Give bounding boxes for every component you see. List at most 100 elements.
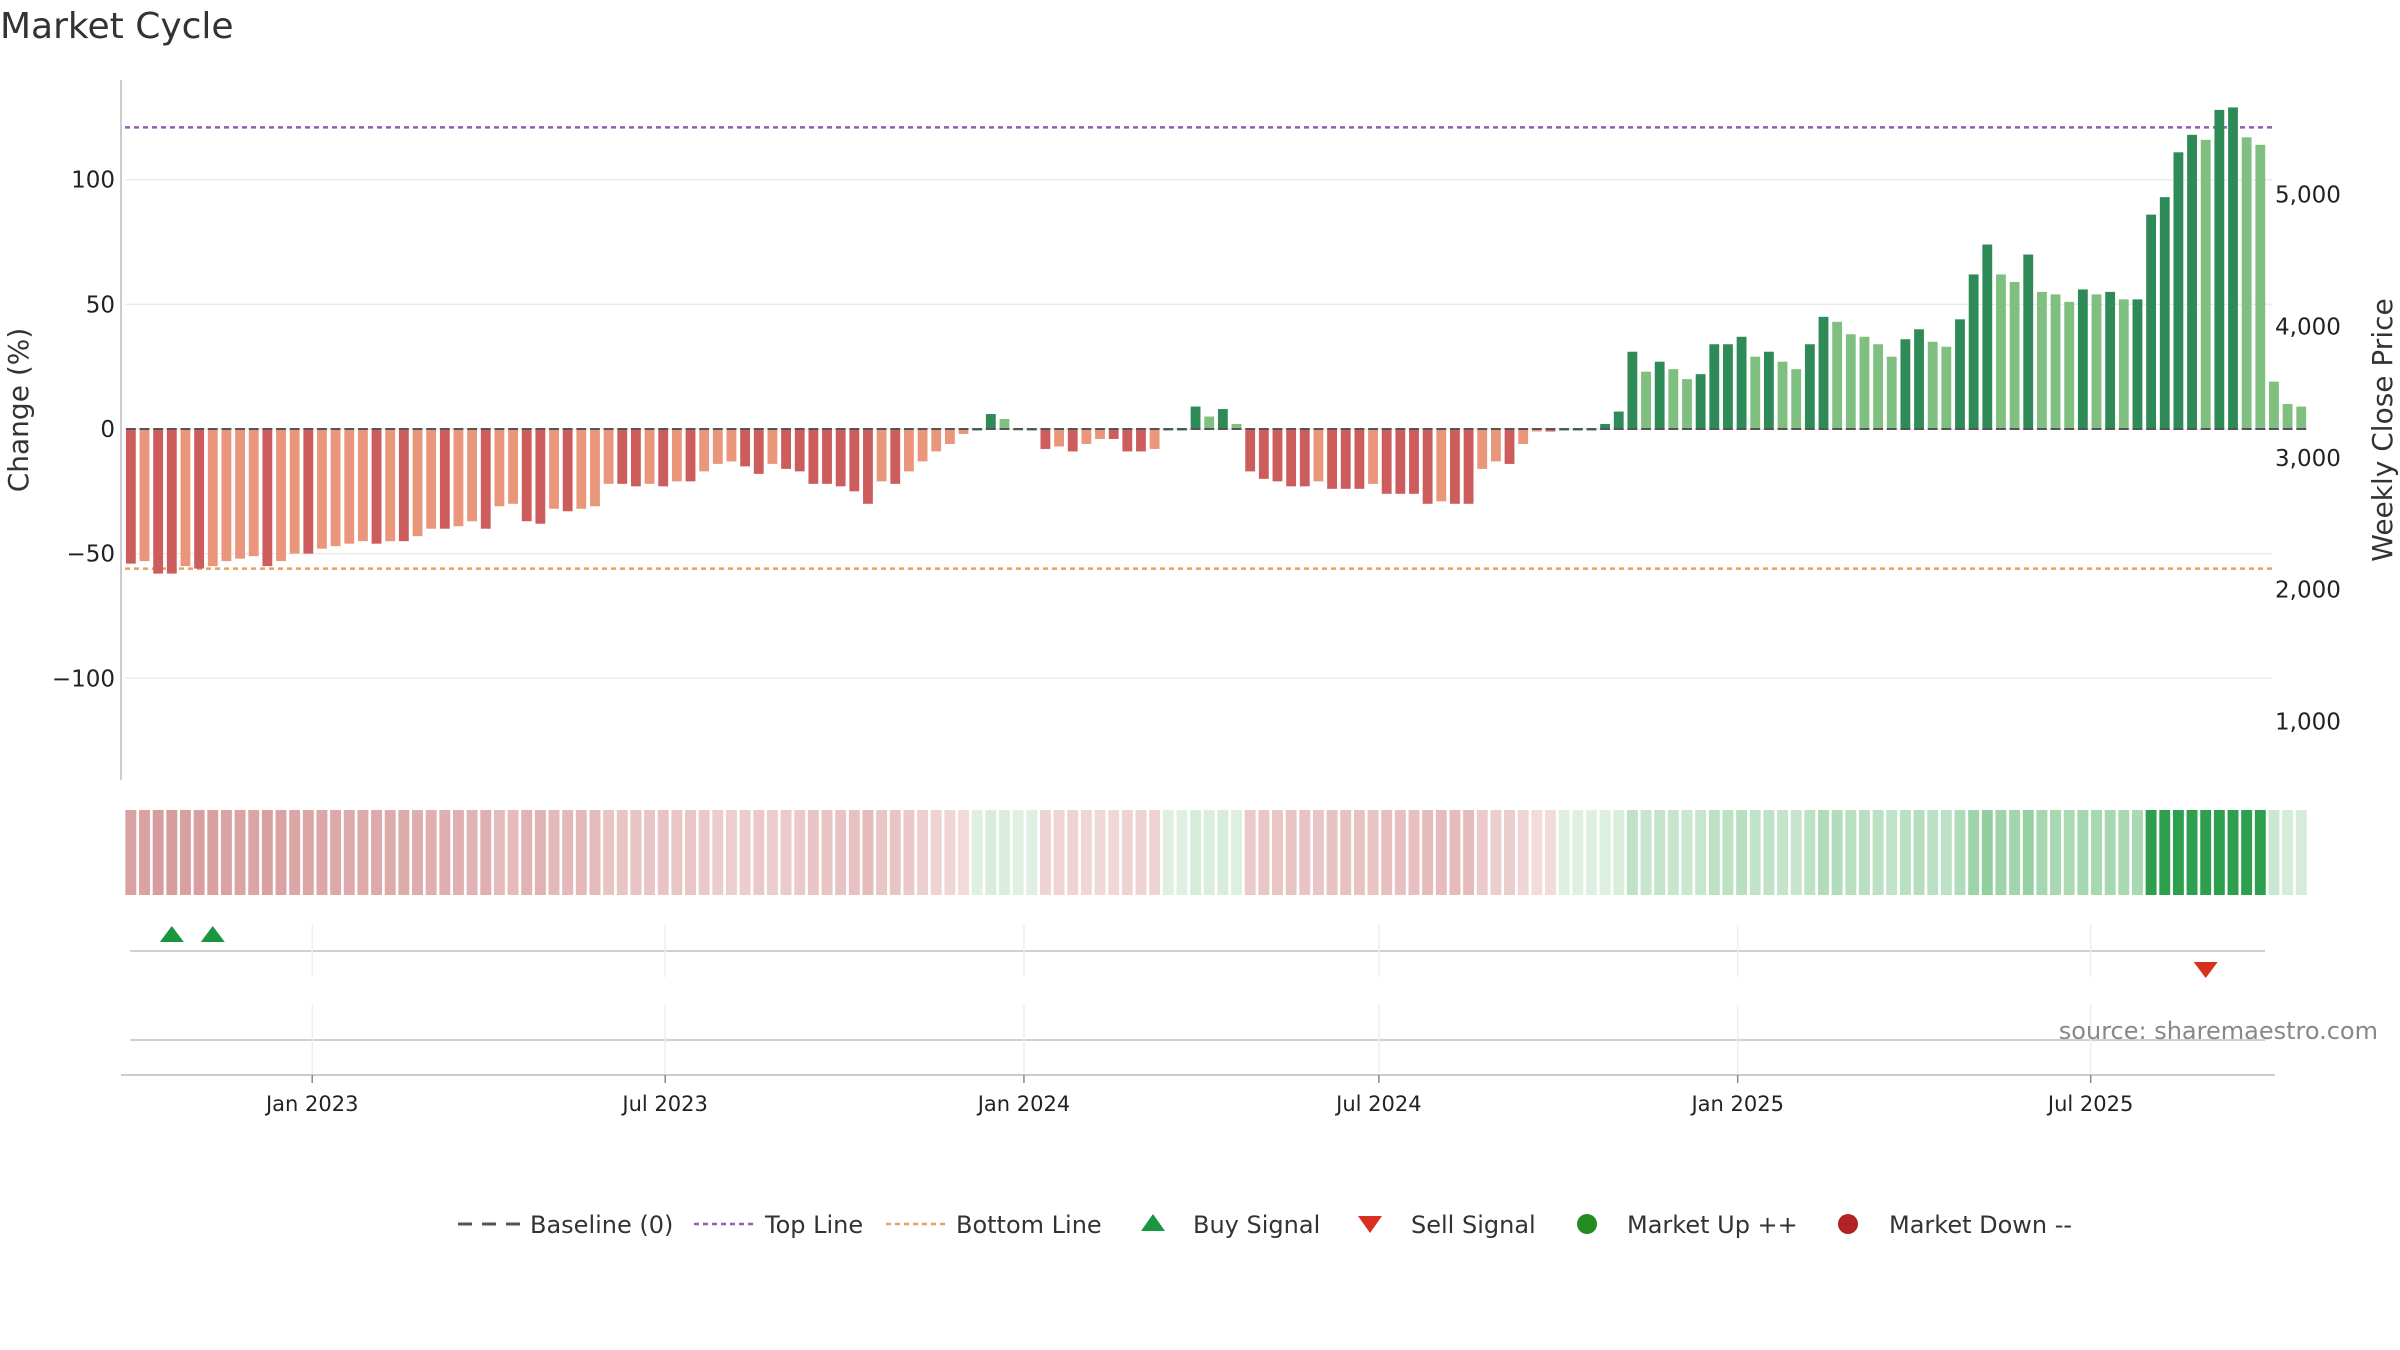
heat-cell (835, 810, 847, 895)
bar (1436, 429, 1447, 502)
bar (194, 429, 205, 569)
heat-cell (1135, 810, 1147, 895)
heat-cell (2036, 810, 2048, 895)
bar (1627, 351, 1638, 429)
bar (180, 429, 191, 567)
bar (1545, 429, 1556, 432)
heat-cell (493, 810, 505, 895)
bar (1204, 416, 1215, 429)
bar (2241, 137, 2252, 430)
bar (2050, 294, 2061, 429)
bar (1695, 374, 1706, 429)
bar (248, 429, 259, 557)
heat-cell (2022, 810, 2034, 895)
bar (1859, 336, 1870, 429)
heat-cell (125, 810, 137, 895)
bar (1763, 351, 1774, 429)
bar (2187, 134, 2197, 430)
bar (1777, 361, 1788, 429)
bar (849, 429, 860, 492)
bar (562, 429, 573, 512)
heat-cell (780, 810, 792, 895)
heat-cell (1217, 810, 1229, 895)
bar (1122, 429, 1133, 452)
heat-cell (2227, 810, 2239, 895)
bar (2296, 406, 2307, 429)
heat-cell (1039, 810, 1051, 895)
heat-cell (1667, 810, 1679, 895)
heat-cell (1872, 810, 1884, 895)
heat-cell (398, 810, 410, 895)
heat-cell (589, 810, 601, 895)
heat-strip (125, 810, 2307, 895)
heat-cell (1545, 810, 1556, 895)
bar (1654, 361, 1665, 429)
heat-cell (1258, 810, 1270, 895)
bar (303, 429, 314, 554)
heat-cell (1722, 810, 1734, 895)
legend-buy-marker (1141, 1214, 1165, 1231)
heat-cell (1367, 810, 1379, 895)
bar (2091, 294, 2102, 429)
heat-cell (1599, 810, 1611, 895)
heat-cell (2063, 810, 2075, 895)
bar (1818, 316, 1829, 429)
bar (1477, 429, 1488, 469)
legend-label: Market Up ++ (1627, 1211, 1798, 1239)
bar (1067, 429, 1078, 452)
bar (617, 429, 628, 484)
bar (549, 429, 559, 509)
bar (1736, 336, 1747, 429)
heat-cell (2145, 810, 2157, 895)
bar (2228, 107, 2238, 430)
heat-cell (289, 810, 301, 895)
heat-cell (999, 810, 1010, 895)
bar (1463, 429, 1474, 504)
date-tick-label: Jan 2025 (1689, 1092, 1784, 1116)
heat-cell (1640, 810, 1652, 895)
heat-cell (1940, 810, 1952, 895)
bar (1968, 274, 1979, 429)
heat-cell (985, 810, 997, 895)
heat-cell (848, 810, 860, 895)
heat-cell (1654, 810, 1666, 895)
bar (1900, 339, 1911, 429)
heat-cell (807, 810, 819, 895)
bar (453, 429, 464, 527)
bar-series (125, 107, 2307, 574)
bar (1368, 429, 1378, 484)
heat-cell (1968, 810, 1980, 895)
heat-cell (1149, 810, 1161, 895)
ref-lines (125, 126, 2272, 570)
bar (235, 429, 245, 559)
bar (1873, 344, 1884, 429)
heat-cell (1695, 810, 1707, 895)
market-panel (130, 1005, 2265, 1075)
heat-cell (644, 810, 656, 895)
y-tick-label: 0 (100, 417, 115, 443)
heat-cell (1681, 810, 1693, 895)
right-axis: 5,000 4,000 3,000 2,000 1,000 (2275, 183, 2341, 736)
bar (1723, 344, 1733, 429)
heat-cell (2159, 810, 2171, 895)
bar (767, 429, 778, 464)
bar (808, 429, 819, 484)
bar (1531, 429, 1542, 432)
bar (1272, 429, 1283, 482)
heat-cell (1886, 810, 1898, 895)
bar (630, 429, 641, 487)
bar (371, 429, 382, 544)
heat-cell (1353, 810, 1365, 895)
bar (439, 429, 450, 529)
bar (1245, 429, 1256, 472)
heat-cell (1094, 810, 1106, 895)
heat-cell (1476, 810, 1488, 895)
heat-cell (1818, 810, 1829, 895)
bar (317, 429, 327, 549)
heat-cell (1408, 810, 1420, 895)
heat-cell (1981, 810, 1993, 895)
signal-panel (130, 925, 2265, 978)
heat-cell (562, 810, 574, 895)
heat-cell (958, 810, 969, 895)
bar (139, 429, 150, 562)
